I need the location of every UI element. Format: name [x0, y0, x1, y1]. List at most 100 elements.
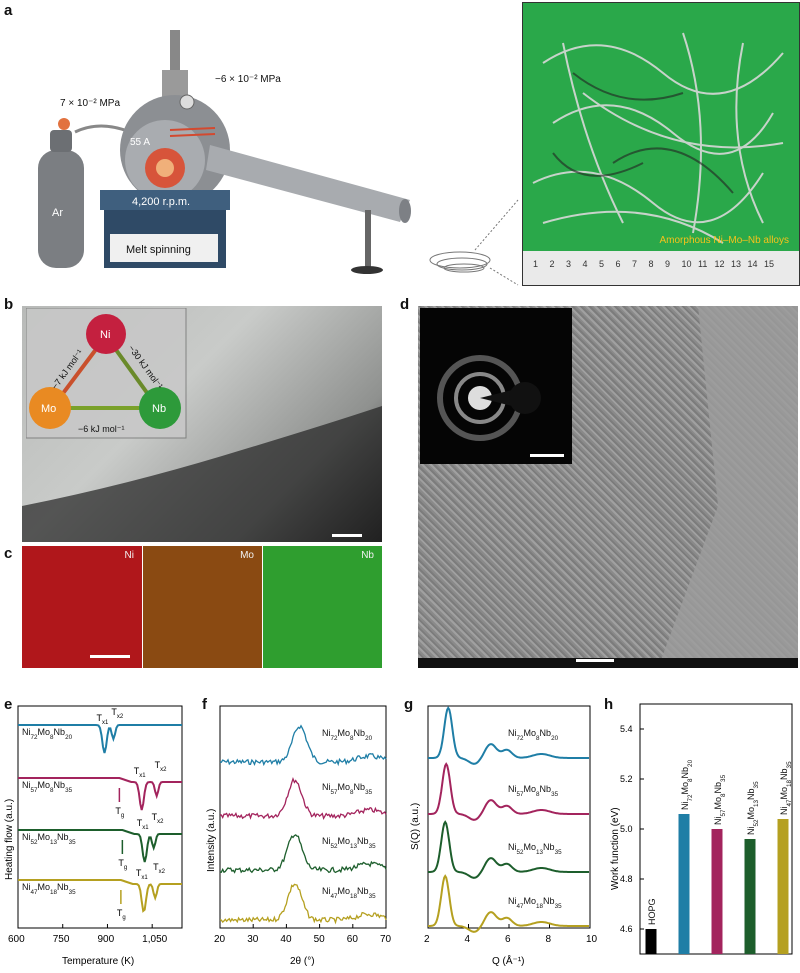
panel-label-a: a	[4, 2, 13, 19]
dsc-series-label: Ni72Mo8Nb20	[22, 727, 73, 741]
wf-ylabel: Work function (eV)	[610, 807, 621, 890]
ribbon-sketch	[429, 199, 519, 286]
mixing-enthalpy-triangle: Ni Mo Nb −7 kJ mol⁻¹ −30 kJ mol⁻¹ −6 kJ …	[26, 308, 187, 439]
ruler-tick: 11	[698, 259, 708, 269]
dsc-curve	[18, 829, 182, 863]
ruler-tick: 4	[582, 259, 588, 269]
sq-xtick-label: 4	[465, 934, 471, 945]
ribbon-photo: Amorphous Ni–Mo–Nb alloys 1 2 3 4 5 6 7 8 9 10 11 1…	[522, 2, 800, 286]
eds-label-ni: Ni	[124, 550, 134, 561]
xrd-xtick-label: 70	[380, 934, 392, 945]
tg-label: Tg	[117, 908, 126, 921]
ruler-tick: 6	[615, 259, 621, 269]
ruler-tick: 13	[731, 259, 742, 269]
dsc-series-label: Ni47Mo18Nb35	[22, 882, 76, 896]
ruler-tick: 2	[549, 259, 555, 269]
wf-bar	[645, 929, 657, 954]
xrd-curve	[219, 834, 387, 874]
tx2-label: Tx2	[152, 812, 165, 825]
xrd-curve	[219, 777, 387, 820]
sq-frame	[427, 705, 591, 929]
ruler-tick: 7	[632, 259, 638, 269]
scale-bar-d	[576, 659, 614, 662]
sq-curve	[428, 820, 589, 879]
photo-caption: Amorphous Ni–Mo–Nb alloys	[659, 235, 789, 246]
wf-bar-label: Ni52Mo13Nb35	[746, 781, 760, 835]
ruler-tick: 12	[714, 259, 725, 269]
wf-ytick-label: 5.2	[620, 774, 633, 784]
dsc-xtick-label: 1,050	[142, 934, 167, 945]
ruler-tick: 8	[648, 259, 654, 269]
tx2-label: Tx2	[111, 707, 124, 720]
tx1-label: Tx1	[136, 868, 149, 881]
sq-curve	[428, 762, 589, 821]
nb-node	[139, 387, 181, 429]
xrd-chart: Intensity (a.u.) 2θ (°) 20 30 40 50 60 70 Ni7…	[206, 705, 392, 967]
nb-node-label: Nb	[152, 403, 166, 415]
xrd-series-label: Ni72Mo8Nb20	[322, 728, 373, 742]
sq-series-label: Ni52Mo13Nb35	[508, 842, 562, 856]
mo-node	[29, 387, 71, 429]
wf-bar-label: Ni47Mo18Nb35	[779, 761, 793, 815]
panel-label-d: d	[400, 296, 410, 313]
eds-map-ni: Ni	[22, 546, 142, 668]
xrd-ylabel: Intensity (a.u.)	[206, 809, 217, 872]
wf-bar	[678, 814, 690, 954]
dsc-xtick-label: 900	[97, 934, 114, 945]
scale-bar-c	[90, 655, 130, 658]
dsc-series-label: Ni57Mo8Nb35	[22, 780, 73, 794]
ruler-scale: 1 2 3 4 5 6 7 8 9 10 11 12 13 14 15	[533, 259, 793, 279]
wf-ytick-label: 4.6	[620, 924, 633, 934]
sq-curve	[428, 874, 589, 933]
wf-ytick-label: 5.4	[620, 724, 633, 734]
xrd-xlabel: 2θ (°)	[290, 956, 315, 967]
wf-bar	[777, 819, 789, 954]
dsc-xtick-label: 600	[8, 934, 25, 945]
ruler-tick: 3	[566, 259, 572, 269]
eds-label-mo: Mo	[240, 550, 254, 561]
collection-tube	[206, 145, 411, 274]
dsc-xlabel: Temperature (K)	[62, 956, 134, 967]
sq-series-label: Ni72Mo8Nb20	[508, 728, 559, 742]
sq-xtick-label: 10	[586, 934, 598, 945]
xrd-curve	[219, 883, 387, 925]
sq-xtick-label: 2	[424, 934, 430, 945]
structure-factor-chart: S(Q) (a.u.) Q (Å⁻¹) 2 4 6 8 10 Ni72Mo8Nb20 Ni…	[410, 705, 598, 967]
machine-base	[100, 190, 230, 268]
panel-label-f: f	[202, 696, 207, 713]
eds-label-nb: Nb	[361, 550, 374, 561]
ni-node-label: Ni	[100, 329, 110, 341]
inlet-pressure-label: 7 × 10⁻² MPa	[60, 98, 120, 109]
dsc-curve	[18, 777, 182, 811]
dsc-xtick-label: 750	[53, 934, 70, 945]
xrd-xtick-label: 30	[247, 934, 259, 945]
xrd-xtick-label: 40	[280, 934, 292, 945]
hrtem-image	[418, 306, 798, 668]
tx2-label: Tx2	[155, 760, 168, 773]
chamber-pressure-label: −6 × 10⁻² MPa	[215, 74, 281, 85]
wf-bar-label: HOPG	[647, 898, 657, 925]
panel-label-e: e	[4, 696, 13, 713]
panel-label-c: c	[4, 545, 13, 562]
sq-series-label: Ni47Mo18Nb35	[508, 896, 562, 910]
dsc-chart: Heating flow (a.u.) Temperature (K) 600 7…	[4, 705, 183, 967]
speed-display: 4,200 r.p.m.	[132, 196, 190, 208]
mo-node-label: Mo	[41, 403, 56, 415]
dsc-curve	[18, 724, 182, 754]
panel-label-g: g	[404, 696, 414, 713]
dsc-frame	[17, 705, 183, 929]
ruler-tick: 10	[681, 259, 692, 269]
dsc-series-label: Ni52Mo13Nb35	[22, 832, 76, 846]
scale-bar-b	[332, 534, 362, 537]
tx1-label: Tx1	[137, 818, 150, 831]
tx2-label: Tx2	[153, 862, 166, 875]
ruler-tick: 15	[764, 259, 775, 269]
xrd-series-label: Ni47Mo18Nb35	[322, 886, 376, 900]
argon-cylinder	[38, 118, 140, 268]
panel-label-b: b	[4, 296, 14, 313]
xrd-curve	[219, 724, 387, 767]
ruler-tick: 14	[747, 259, 758, 269]
dsc-curve	[18, 879, 182, 913]
ruler-tick: 5	[599, 259, 605, 269]
scale-bar-saed	[530, 454, 564, 457]
